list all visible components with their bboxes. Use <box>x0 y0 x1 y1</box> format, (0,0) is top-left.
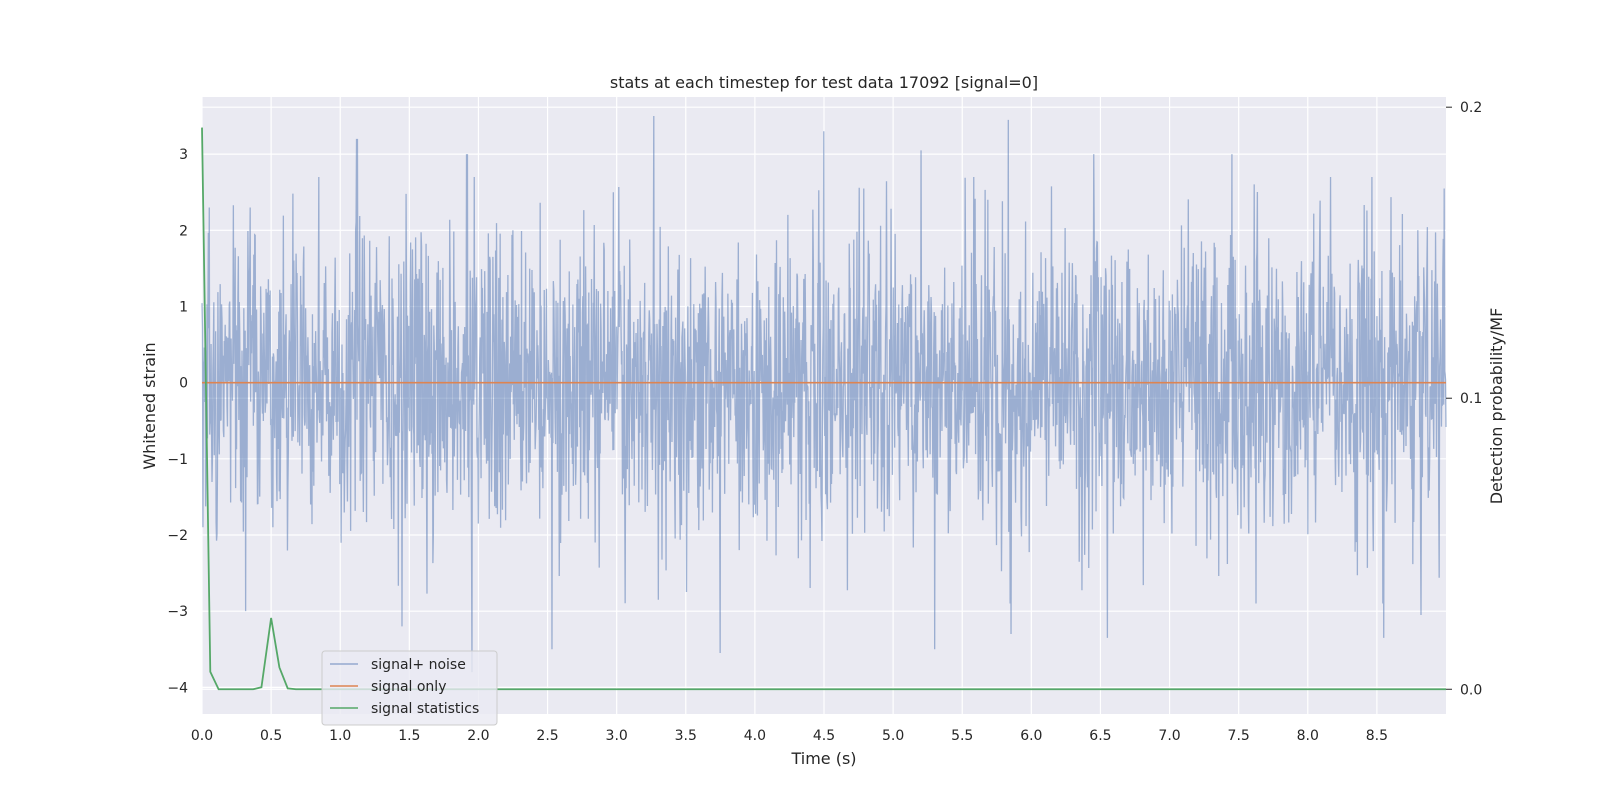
x-tick-label: 1.5 <box>398 728 420 744</box>
x-tick-label: 7.5 <box>1228 728 1250 744</box>
x-tick-label: 1.0 <box>329 728 351 744</box>
x-tick-label: 2.0 <box>467 728 489 744</box>
x-tick-label: 4.5 <box>813 728 835 744</box>
ticks: 0.0 0.5 1.0 1.5 2.0 2.5 3.0 3.5 4.0 4.5 5.0 5.5 6.0 6… <box>167 100 1482 744</box>
x-tick-label: 5.0 <box>882 728 904 744</box>
legend: signal+ noise signal only signal statist… <box>321 650 498 726</box>
x-tick-label: 8.0 <box>1297 728 1319 744</box>
x-tick-label: 0.0 <box>191 728 213 744</box>
series-signal-statistics <box>201 127 1446 691</box>
x-tick-label: 0.5 <box>260 728 282 744</box>
x-tick-label: 5.5 <box>951 728 973 744</box>
x-tick-label: 2.5 <box>536 728 558 744</box>
y-tick-label: 1 <box>179 299 188 315</box>
signal-noise-line <box>201 116 1447 673</box>
series-signal-noise <box>201 116 1447 673</box>
y-tick-label: 0 <box>179 376 188 392</box>
x-tick-label: 6.0 <box>1020 728 1042 744</box>
y-tick-label: −4 <box>167 680 188 696</box>
x-tick-label: 7.0 <box>1158 728 1180 744</box>
y2-tick-label: 0.1 <box>1460 391 1482 407</box>
x-tick-label: 8.5 <box>1366 728 1388 744</box>
legend-box <box>321 650 498 726</box>
y-tick-label: 2 <box>179 223 188 239</box>
legend-label-signal-only: signal only <box>371 679 446 695</box>
legend-label-signal-statistics: signal statistics <box>371 701 479 717</box>
y-tick-label: −3 <box>167 604 188 620</box>
y-tick-label: −2 <box>167 528 188 544</box>
x-tick-label: 6.5 <box>1089 728 1111 744</box>
y2-tick-label: 0.0 <box>1460 682 1482 698</box>
y2-axis-label: Detection probability/MF <box>1487 308 1506 505</box>
chart-title: stats at each timestep for test data 170… <box>610 73 1038 92</box>
x-tick-label: 3.5 <box>675 728 697 744</box>
x-tick-label: 3.0 <box>606 728 628 744</box>
y-tick-label: 3 <box>179 147 188 163</box>
y2-tick-label: 0.2 <box>1460 100 1482 116</box>
y-tick-label: −1 <box>167 452 188 468</box>
legend-label-signal-noise: signal+ noise <box>371 657 466 673</box>
x-axis-label: Time (s) <box>790 749 856 768</box>
x-tick-label: 4.0 <box>744 728 766 744</box>
y-axis-label: Whitened strain <box>140 342 159 469</box>
signal-statistics-line <box>201 127 1446 691</box>
